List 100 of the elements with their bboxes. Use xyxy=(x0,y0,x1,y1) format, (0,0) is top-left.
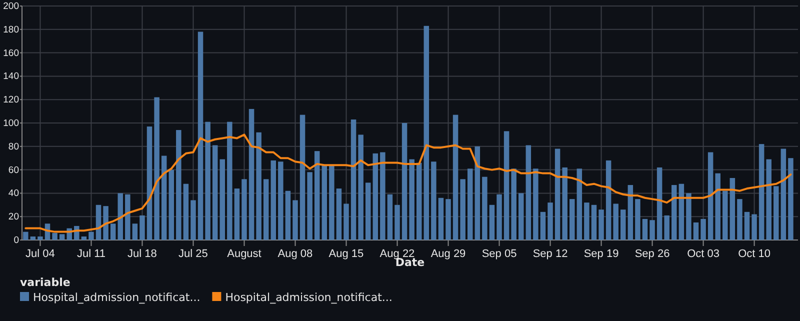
bar xyxy=(446,199,451,240)
bar xyxy=(730,178,736,240)
x-tick-label: Sep 05 xyxy=(482,248,517,260)
bar xyxy=(570,199,575,240)
bar xyxy=(780,148,786,240)
legend-label: Hospital_admission_notificat... xyxy=(33,291,200,304)
y-tick-label: 200 xyxy=(3,1,19,12)
bar xyxy=(715,173,720,240)
bar xyxy=(103,206,108,240)
bar xyxy=(482,176,488,240)
bar xyxy=(394,204,400,240)
bar xyxy=(285,190,291,240)
y-tick-label: 160 xyxy=(3,48,19,59)
bar xyxy=(591,204,597,240)
bar xyxy=(540,212,546,240)
bar xyxy=(38,236,43,240)
bar xyxy=(700,218,706,240)
y-tick-label: 180 xyxy=(3,24,19,36)
bar xyxy=(533,168,538,240)
line-series xyxy=(24,134,792,233)
bar xyxy=(263,179,269,240)
y-tick-label: 140 xyxy=(3,71,19,82)
bar xyxy=(125,194,130,240)
bar xyxy=(460,179,466,240)
bar xyxy=(737,199,742,240)
bar xyxy=(693,222,699,240)
bar xyxy=(678,184,684,240)
bar xyxy=(686,193,692,240)
bar xyxy=(344,204,349,240)
bar xyxy=(118,193,123,240)
x-tick-label: Jul 18 xyxy=(128,248,157,260)
bar xyxy=(431,162,436,240)
bar xyxy=(256,132,262,240)
bar xyxy=(132,224,138,240)
bar xyxy=(242,179,247,240)
bar xyxy=(511,168,516,240)
bar xyxy=(140,215,145,240)
bar xyxy=(336,188,342,240)
x-tick-label: Jul 25 xyxy=(178,248,208,260)
bar xyxy=(758,144,764,240)
bar xyxy=(292,200,298,240)
x-tick-label: Sep 26 xyxy=(634,248,670,260)
bar xyxy=(628,185,634,240)
bar xyxy=(562,167,568,240)
bar xyxy=(584,202,590,240)
x-tick-label: Aug 29 xyxy=(430,248,466,260)
bar xyxy=(650,220,655,240)
bar xyxy=(467,168,473,240)
bar xyxy=(81,236,87,240)
legend-label: Hospital_admission_notificat... xyxy=(225,291,392,304)
bar xyxy=(307,172,312,240)
bar xyxy=(198,32,204,240)
bar xyxy=(270,160,276,240)
bar xyxy=(788,158,794,240)
bar xyxy=(365,182,371,240)
bar xyxy=(23,232,28,240)
bar xyxy=(526,145,532,240)
bar xyxy=(300,114,306,240)
bar xyxy=(452,114,458,240)
y-tick-label: 60 xyxy=(8,164,19,176)
x-tick-label: August xyxy=(227,248,262,260)
bar xyxy=(416,162,422,240)
bar xyxy=(176,130,182,240)
bar xyxy=(212,145,218,240)
bar xyxy=(154,97,160,240)
x-tick-label: Aug 15 xyxy=(328,248,364,260)
bar xyxy=(518,193,524,240)
bar xyxy=(774,186,779,240)
bar xyxy=(504,131,510,240)
bar xyxy=(620,210,626,240)
bar xyxy=(489,204,495,240)
bar xyxy=(227,122,232,240)
x-tick-label: Jul 11 xyxy=(76,248,106,260)
bar xyxy=(576,168,582,240)
bar xyxy=(554,148,560,240)
bar xyxy=(248,108,254,240)
bar xyxy=(234,188,240,240)
bar xyxy=(278,162,284,240)
x-tick-label: Aug 08 xyxy=(278,248,313,260)
bar xyxy=(30,236,36,240)
bar xyxy=(424,26,430,240)
y-tick-label: 80 xyxy=(8,141,19,152)
bar xyxy=(350,119,356,240)
bar xyxy=(220,159,225,240)
bar xyxy=(380,152,386,240)
bar xyxy=(744,212,750,240)
legend-title: variable xyxy=(20,276,70,289)
bar xyxy=(88,232,94,240)
bar xyxy=(168,170,174,240)
x-tick-label: Oct 03 xyxy=(687,248,720,260)
x-tick-label: Sep 19 xyxy=(584,248,619,260)
bar xyxy=(52,232,58,240)
bar xyxy=(161,156,167,240)
bar xyxy=(496,194,502,240)
bar xyxy=(183,184,189,240)
y-tick-label: 20 xyxy=(8,212,19,223)
bar xyxy=(146,126,152,240)
x-tick-label: Oct 10 xyxy=(738,248,770,260)
bar xyxy=(708,152,714,240)
bar xyxy=(438,198,444,240)
